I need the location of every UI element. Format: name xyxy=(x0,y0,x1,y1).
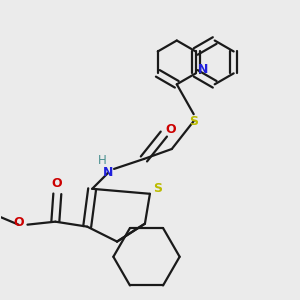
Text: O: O xyxy=(51,177,62,190)
Text: S: S xyxy=(153,182,162,195)
Text: S: S xyxy=(189,115,198,128)
Text: O: O xyxy=(166,123,176,136)
Text: H: H xyxy=(98,154,106,167)
Text: N: N xyxy=(197,63,208,76)
Text: O: O xyxy=(13,216,24,229)
Text: N: N xyxy=(103,167,113,179)
